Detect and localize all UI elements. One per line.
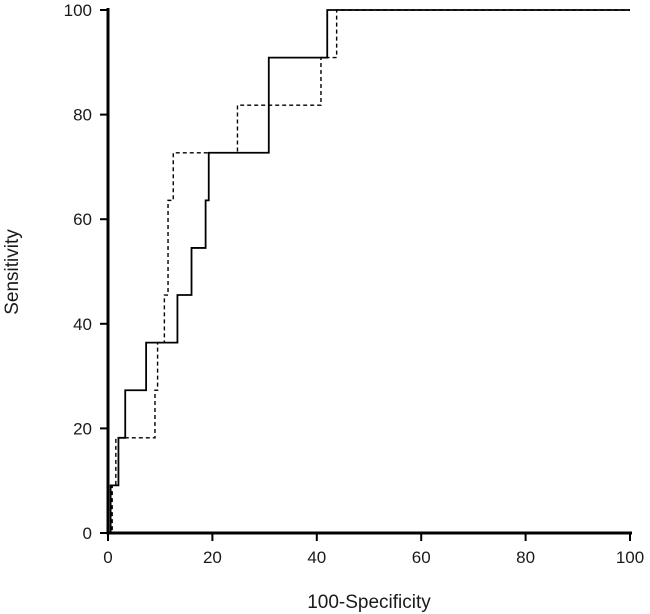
y-tick-label: 0 (83, 524, 92, 543)
y-tick-label: 80 (73, 106, 92, 125)
x-tick-label: 80 (516, 548, 535, 567)
roc-curve-solid (108, 9, 630, 534)
y-axis-title: Sensitivity (2, 229, 23, 315)
plot-area (108, 9, 630, 534)
axes: 0 20 40 60 80 100 0 20 40 60 80 100 (64, 1, 645, 567)
x-tick-label: 0 (103, 548, 112, 567)
x-tick-label: 40 (307, 548, 326, 567)
x-tick-label: 100 (616, 548, 644, 567)
x-axis-title: 100-Specificity (307, 592, 431, 613)
y-tick-label: 20 (73, 419, 92, 438)
x-tick-label: 60 (412, 548, 431, 567)
roc-curve-dashed (108, 9, 630, 534)
y-tick-label: 100 (64, 1, 92, 20)
y-tick-label: 60 (73, 210, 92, 229)
y-tick-label: 40 (73, 315, 92, 334)
x-tick-label: 20 (203, 548, 222, 567)
